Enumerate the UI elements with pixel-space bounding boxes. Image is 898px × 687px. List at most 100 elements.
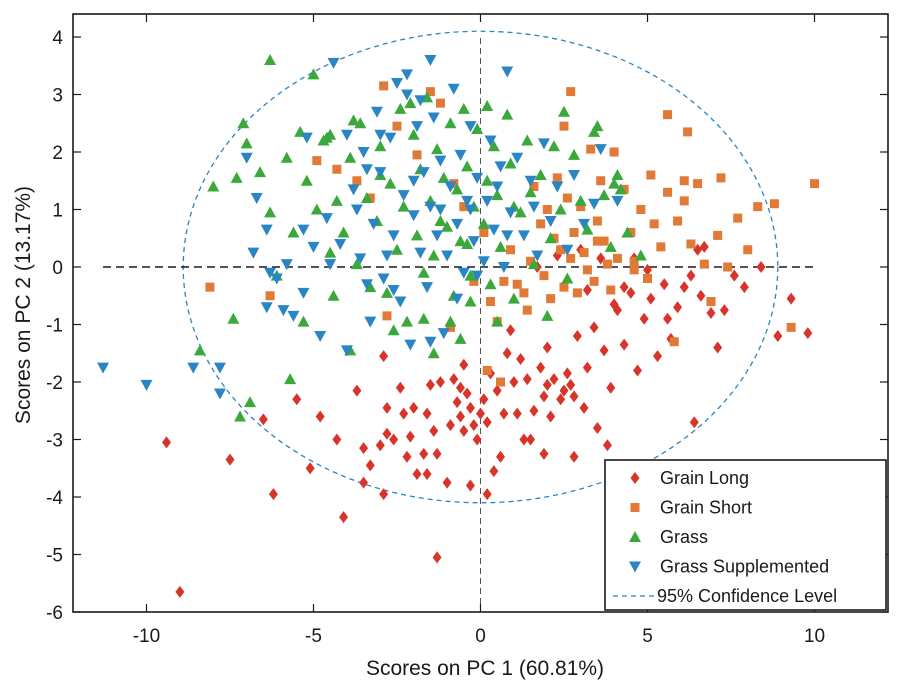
- data-point: [679, 196, 689, 206]
- data-point: [527, 201, 540, 213]
- data-point: [673, 301, 683, 314]
- data-point: [539, 447, 549, 460]
- data-point: [417, 167, 430, 179]
- data-point: [287, 310, 300, 322]
- data-point: [716, 173, 726, 183]
- data-point: [579, 248, 589, 258]
- data-point: [609, 298, 619, 311]
- series-grain-long: [162, 240, 813, 598]
- data-point: [556, 245, 566, 255]
- data-point: [332, 433, 342, 446]
- data-point: [526, 433, 536, 446]
- data-point: [481, 195, 494, 207]
- data-point: [471, 172, 484, 184]
- data-point: [297, 287, 310, 299]
- data-point: [539, 271, 549, 281]
- data-point: [477, 256, 490, 268]
- data-point: [237, 117, 250, 129]
- data-point: [365, 459, 375, 472]
- data-point: [444, 181, 457, 193]
- data-point: [568, 170, 581, 181]
- data-point: [444, 315, 457, 327]
- data-point: [451, 293, 464, 305]
- data-point: [773, 330, 783, 342]
- data-point: [377, 273, 390, 285]
- data-point: [479, 228, 489, 237]
- data-point: [537, 138, 550, 150]
- data-point: [337, 226, 350, 238]
- data-point: [397, 190, 410, 202]
- data-point: [574, 194, 587, 206]
- data-point: [205, 282, 215, 292]
- data-point: [327, 289, 340, 301]
- data-point: [471, 270, 484, 282]
- data-point: [803, 327, 813, 340]
- legend-label: Grain Long: [660, 468, 749, 488]
- series-grain-short: [205, 81, 820, 387]
- data-point: [324, 128, 337, 140]
- legend-item: Grass: [629, 527, 708, 547]
- data-point: [258, 413, 268, 426]
- data-point: [454, 332, 467, 344]
- data-point: [611, 195, 624, 207]
- data-point: [374, 129, 387, 141]
- data-point: [506, 245, 516, 255]
- data-point: [549, 373, 559, 386]
- data-point: [569, 228, 579, 237]
- data-point: [230, 171, 243, 183]
- y-tick-label: -4: [46, 488, 63, 509]
- data-point: [756, 261, 766, 273]
- data-point: [604, 240, 617, 252]
- data-point: [526, 256, 536, 266]
- data-point: [334, 239, 347, 250]
- data-point: [452, 396, 462, 409]
- data-point: [359, 476, 369, 489]
- data-point: [455, 410, 465, 423]
- data-point: [542, 341, 552, 354]
- data-point: [482, 366, 492, 375]
- data-point: [491, 181, 504, 193]
- data-point: [599, 344, 609, 357]
- data-point: [390, 243, 403, 255]
- data-point: [729, 269, 739, 282]
- data-point: [254, 166, 267, 178]
- data-point: [411, 121, 424, 133]
- data-point: [407, 128, 420, 140]
- data-point: [404, 339, 417, 351]
- data-point: [713, 230, 723, 240]
- data-point: [494, 240, 507, 252]
- data-point: [626, 286, 636, 299]
- data-point: [552, 173, 562, 183]
- data-point: [461, 160, 474, 172]
- data-point: [706, 297, 716, 306]
- data-point: [499, 407, 509, 420]
- data-point: [347, 114, 360, 126]
- data-point: [534, 169, 547, 180]
- data-point: [572, 330, 582, 342]
- data-point: [743, 245, 753, 255]
- data-point: [247, 247, 260, 259]
- data-point: [434, 215, 447, 226]
- data-point: [507, 292, 520, 304]
- data-point: [305, 462, 315, 475]
- data-point: [352, 384, 362, 397]
- data-point: [527, 258, 540, 270]
- data-point: [365, 193, 375, 203]
- data-point: [554, 203, 567, 215]
- data-point: [389, 433, 399, 446]
- data-point: [582, 284, 592, 296]
- data-point: [414, 95, 427, 107]
- y-tick-label: -3: [46, 431, 63, 452]
- data-point: [175, 585, 185, 598]
- data-point: [482, 488, 492, 501]
- data-point: [591, 120, 604, 132]
- data-point: [360, 164, 373, 176]
- data-point: [374, 167, 387, 179]
- data-point: [494, 161, 507, 173]
- y-tick-label: 0: [52, 258, 63, 279]
- data-point: [297, 224, 310, 236]
- data-point: [457, 102, 470, 114]
- data-point: [444, 117, 457, 129]
- data-point: [516, 353, 526, 365]
- data-point: [459, 202, 469, 212]
